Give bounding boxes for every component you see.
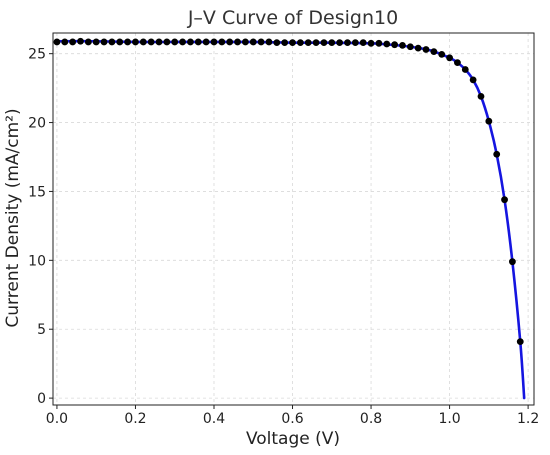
data-point (328, 39, 336, 47)
data-point (273, 39, 281, 47)
data-point (124, 38, 132, 46)
data-point (296, 39, 304, 47)
data-point (187, 38, 194, 46)
data-point (281, 39, 289, 47)
data-point (108, 38, 116, 46)
data-point (265, 38, 273, 46)
data-point (336, 39, 344, 47)
x-tick-label: 0.6 (281, 411, 303, 427)
data-point (234, 38, 241, 46)
y-axis-label: Current Density (mA/cm²) (3, 108, 23, 327)
data-point (493, 150, 501, 158)
data-point (438, 50, 446, 58)
data-point (375, 39, 383, 47)
data-point (69, 38, 77, 46)
axes: 0.0 0.2 0.4 0.6 0.8 1.0 1.2 0 5 10 15 20 25 (28, 47, 539, 427)
series-group (53, 37, 526, 400)
y-tick-label: 5 (37, 322, 46, 338)
data-point (100, 38, 108, 46)
data-point (84, 38, 92, 46)
data-point (406, 43, 414, 51)
data-point (61, 38, 69, 46)
data-point (226, 38, 234, 46)
x-tick-label: 1.2 (517, 411, 539, 427)
data-point (509, 258, 516, 266)
data-point (344, 39, 351, 47)
x-axis-label: Voltage (V) (246, 429, 340, 449)
data-point (77, 37, 84, 45)
data-point (92, 38, 100, 46)
chart-title: J–V Curve of Design10 (187, 7, 398, 29)
data-point (399, 42, 406, 49)
y-tick-label: 25 (28, 47, 46, 63)
data-point (485, 117, 493, 125)
data-point (218, 38, 226, 46)
y-tick-label: 15 (28, 184, 46, 200)
data-point (257, 38, 265, 46)
data-point (422, 46, 430, 53)
data-point (163, 38, 171, 46)
data-point (202, 38, 210, 46)
data-point (289, 39, 296, 47)
data-point (351, 39, 359, 47)
y-tick-label: 0 (37, 391, 46, 407)
data-point (53, 38, 61, 46)
data-point (430, 48, 438, 55)
plot-area (52, 32, 535, 406)
data-point (516, 338, 524, 346)
data-point (320, 39, 328, 47)
data-point (501, 196, 508, 204)
data-point (391, 41, 399, 49)
data-point (139, 38, 147, 46)
data-point (461, 66, 469, 73)
data-point (171, 38, 179, 46)
grid (53, 33, 534, 405)
data-point (469, 76, 477, 84)
data-point (414, 44, 422, 52)
data-point (132, 38, 139, 46)
x-tick-label: 0.2 (124, 411, 146, 427)
y-tick-label: 10 (28, 253, 46, 269)
data-point (477, 92, 485, 100)
x-tick-label: 0.0 (46, 411, 68, 427)
data-point (454, 59, 461, 67)
x-tick-label: 0.4 (203, 411, 225, 427)
data-point (359, 39, 367, 47)
jv-curve-line (55, 39, 526, 400)
data-point (304, 39, 312, 47)
data-point (367, 39, 375, 47)
data-point (116, 38, 124, 46)
y-tick-label: 20 (28, 116, 46, 132)
data-point (179, 38, 186, 46)
data-point (210, 38, 218, 46)
data-point (242, 38, 249, 46)
data-point (446, 54, 453, 62)
data-point (147, 38, 155, 46)
data-point (249, 38, 257, 46)
x-tick-label: 0.8 (360, 411, 382, 427)
data-point (383, 40, 391, 48)
data-point (194, 38, 202, 46)
data-point (155, 38, 163, 46)
x-tick-label: 1.0 (438, 411, 460, 427)
data-point (312, 39, 320, 47)
